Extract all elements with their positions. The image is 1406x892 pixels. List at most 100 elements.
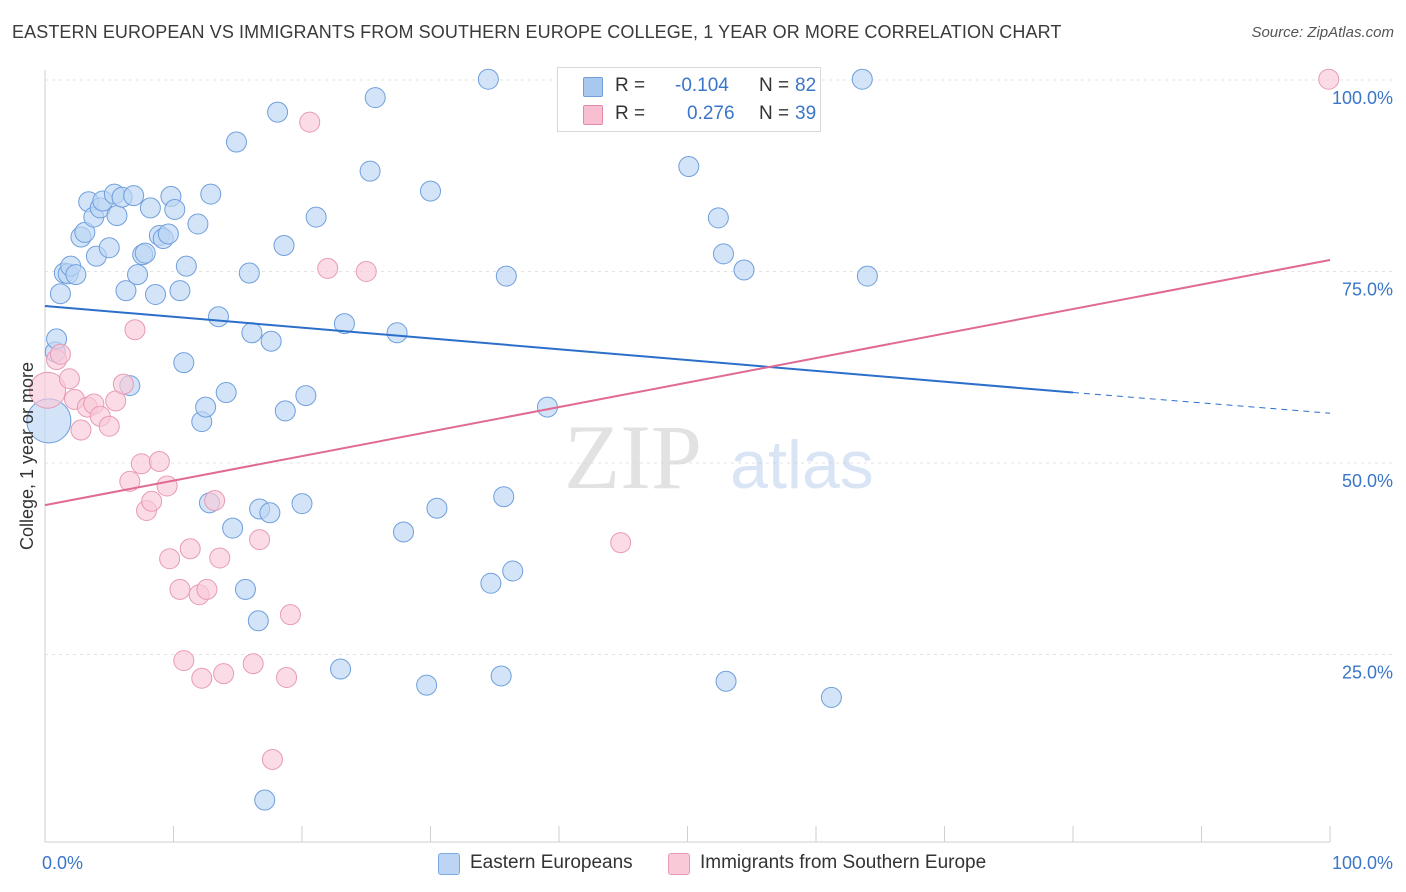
axes (44, 70, 1331, 843)
watermark-atlas: atlas (730, 427, 874, 503)
legend-n-label: N = (759, 75, 790, 96)
point-eastern-european (259, 502, 281, 524)
point-eastern-european (173, 352, 195, 374)
point-eastern-european (238, 262, 260, 284)
point-southern-europe (1318, 68, 1340, 90)
point-southern-europe (141, 490, 163, 512)
point-southern-europe (249, 529, 271, 551)
point-eastern-european (127, 264, 149, 286)
correlation-legend: R = -0.104 N = 82 R = 0.276 N = 39 (557, 67, 821, 132)
point-eastern-european (123, 185, 145, 207)
trend-line-southern-europe (44, 259, 1331, 507)
legend-swatch-blue (438, 853, 460, 875)
point-southern-europe (49, 343, 71, 365)
legend-r-value: -0.104 (675, 75, 729, 96)
point-eastern-european (364, 87, 386, 109)
point-eastern-european (820, 686, 842, 708)
point-southern-europe (169, 578, 191, 600)
trend-line-eastern-european-dashed (1072, 392, 1331, 414)
point-southern-europe (29, 371, 67, 409)
point-eastern-european (851, 68, 873, 90)
point-southern-europe (299, 111, 321, 133)
point-eastern-european (330, 658, 352, 680)
point-southern-europe (279, 604, 301, 626)
point-eastern-european (222, 517, 244, 539)
tick-labels: 25.0% 50.0% 75.0% 100.0% 0.0% 100.0% (42, 88, 1393, 873)
legend-label: Immigrants from Southern Europe (700, 852, 987, 873)
point-southern-europe (317, 257, 339, 279)
point-eastern-european (200, 183, 222, 205)
point-eastern-european (733, 259, 755, 281)
x-tick-label: 100.0% (1332, 853, 1393, 873)
point-eastern-european (416, 674, 438, 696)
point-southern-europe (276, 666, 298, 688)
point-eastern-european (225, 131, 247, 153)
point-southern-europe (70, 419, 92, 441)
point-eastern-european (707, 207, 729, 229)
chart-title: EASTERN EUROPEAN VS IMMIGRANTS FROM SOUT… (12, 22, 1062, 42)
point-eastern-european (254, 789, 276, 811)
point-eastern-european (175, 255, 197, 277)
point-southern-europe (191, 667, 213, 689)
point-southern-europe (119, 470, 141, 492)
point-eastern-european (480, 572, 502, 594)
point-southern-europe (112, 373, 134, 395)
watermark-zip: ZIP (564, 406, 702, 508)
point-eastern-european (134, 242, 156, 264)
point-southern-europe (242, 653, 264, 675)
legend-swatch-pink (668, 853, 690, 875)
point-eastern-european (260, 330, 282, 352)
point-eastern-european (493, 486, 515, 508)
point-eastern-european (502, 560, 524, 582)
point-eastern-european (274, 400, 296, 422)
point-southern-europe (209, 547, 231, 569)
point-eastern-european (291, 493, 313, 515)
point-southern-europe (98, 415, 120, 437)
point-eastern-european (215, 382, 237, 404)
point-eastern-european (426, 497, 448, 519)
point-eastern-european (477, 68, 499, 90)
legend-n-label: N = (759, 103, 790, 124)
point-southern-europe (213, 663, 235, 685)
point-eastern-european (139, 197, 161, 219)
point-eastern-european (157, 223, 179, 245)
legend-swatch-blue (583, 77, 603, 97)
point-eastern-european (164, 198, 186, 220)
point-southern-europe (610, 532, 632, 554)
point-eastern-european (98, 237, 120, 259)
point-eastern-european (49, 283, 71, 305)
point-eastern-european (856, 265, 878, 287)
trend-lines (44, 259, 1331, 507)
point-eastern-european (106, 205, 128, 227)
data-points (26, 68, 1340, 811)
point-eastern-european (305, 206, 327, 228)
point-eastern-european (195, 396, 217, 418)
point-southern-europe (196, 578, 218, 600)
x-tick-label: 0.0% (42, 853, 83, 873)
point-southern-europe (179, 538, 201, 560)
point-eastern-european (295, 385, 317, 407)
y-axis-label: College, 1 year or more (17, 362, 37, 550)
point-southern-europe (159, 548, 181, 570)
point-eastern-european (273, 234, 295, 256)
point-eastern-european (187, 213, 209, 235)
legend-label: Eastern Europeans (470, 852, 633, 873)
grid (45, 79, 1393, 655)
point-southern-europe (173, 650, 195, 672)
point-southern-europe (148, 450, 170, 472)
legend-r-label: R = (615, 103, 646, 124)
trend-line-eastern-european (44, 304, 1074, 394)
point-eastern-european (247, 610, 269, 632)
point-southern-europe (261, 748, 283, 770)
point-eastern-european (207, 306, 229, 328)
point-eastern-european (359, 160, 381, 182)
legend-swatch-pink (583, 105, 603, 125)
legend-n-value: 82 (795, 75, 817, 96)
point-southern-europe (124, 319, 146, 341)
legend-n-value: 39 (795, 103, 817, 124)
legend-r-label: R = (615, 75, 646, 96)
point-eastern-european (241, 322, 263, 344)
point-southern-europe (58, 368, 80, 390)
point-eastern-european (420, 180, 441, 202)
